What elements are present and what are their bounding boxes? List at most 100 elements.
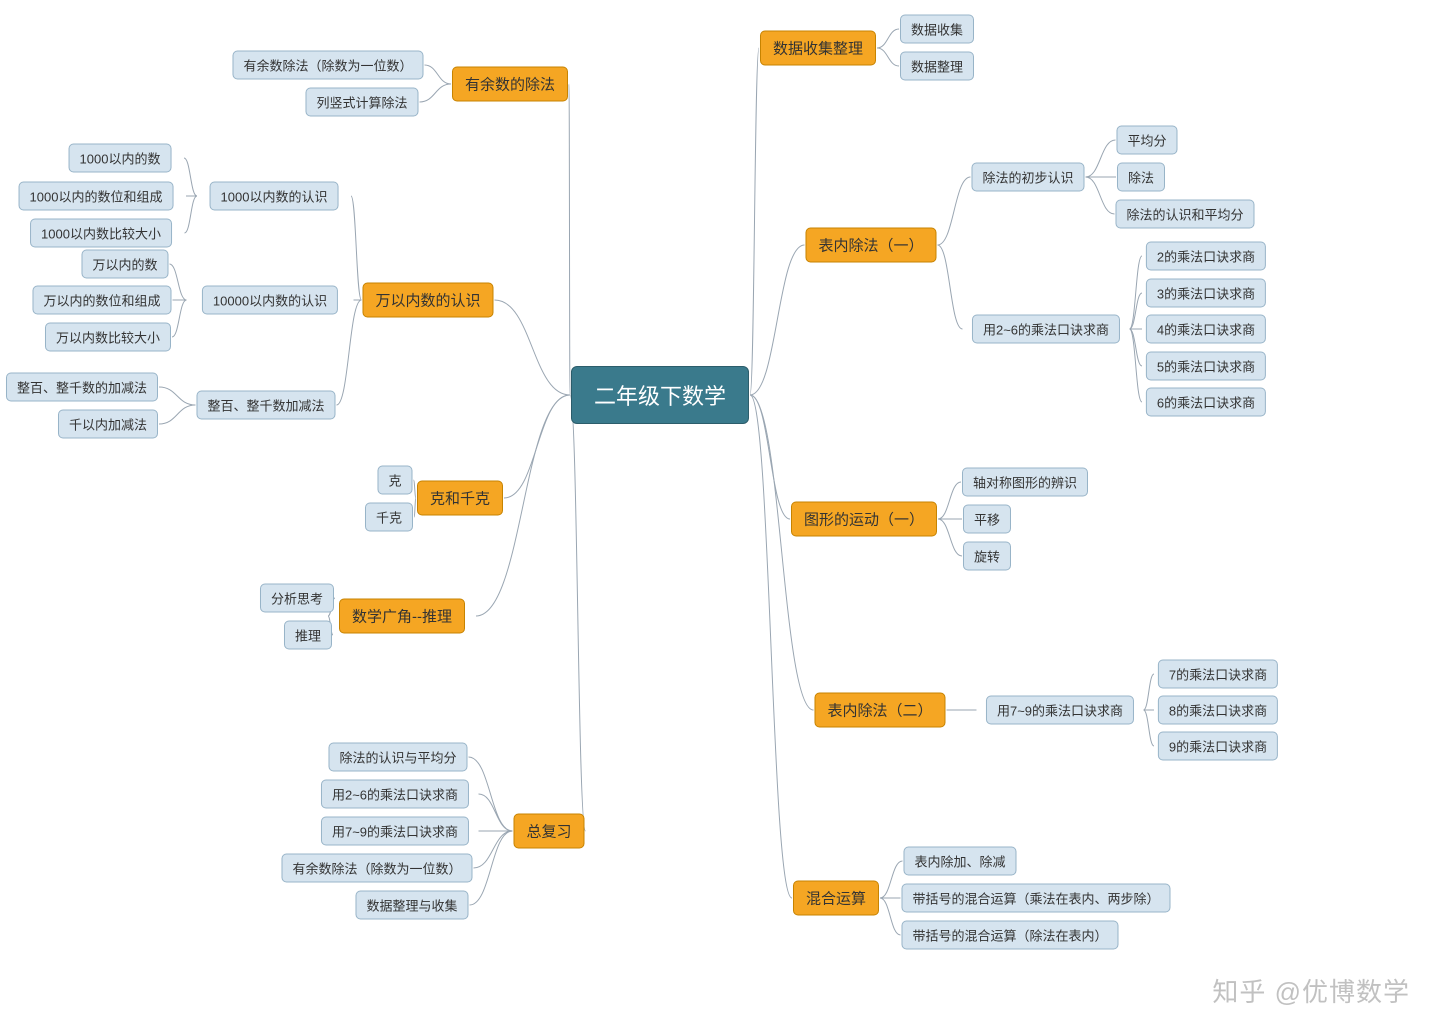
mindmap-edge	[938, 177, 971, 245]
node-label: 万以内数比较大小	[56, 331, 160, 346]
node-b3_2[interactable]: 千克	[365, 503, 413, 532]
node-r4a[interactable]: 用7~9的乘法口诀求商	[986, 696, 1134, 725]
node-r2[interactable]: 表内除法（一）	[805, 228, 936, 263]
node-label: 克和千克	[430, 491, 490, 508]
node-r2a_3[interactable]: 除法的认识和平均分	[1115, 200, 1254, 229]
mindmap-edge	[495, 300, 571, 395]
node-b2c[interactable]: 整百、整千数加减法	[196, 391, 335, 420]
mindmap-edge	[1086, 177, 1115, 214]
node-b2b[interactable]: 10000以内数的认识	[202, 286, 338, 315]
node-r2a_1[interactable]: 平均分	[1116, 126, 1177, 155]
node-label: 表内除法（一）	[818, 238, 923, 255]
node-label: 有余数除法（除数为一位数）	[243, 59, 412, 74]
node-b2a_1[interactable]: 1000以内的数	[69, 144, 172, 173]
node-b2c_1[interactable]: 整百、整千数的加减法	[6, 373, 158, 402]
mindmap-edge	[337, 300, 362, 405]
node-r3_1[interactable]: 轴对称图形的辨识	[962, 468, 1088, 497]
node-r3_2[interactable]: 平移	[963, 505, 1011, 534]
node-label: 万以内数的认识	[375, 293, 480, 310]
node-label: 除法	[1128, 171, 1154, 186]
mindmap-edge	[159, 405, 196, 424]
node-r1_1[interactable]: 数据收集	[900, 15, 974, 44]
mindmap-edges	[0, 0, 1440, 1027]
mindmap-edge	[880, 861, 903, 898]
mindmap-edge	[570, 395, 586, 831]
node-r5_1[interactable]: 表内除加、除减	[903, 847, 1016, 876]
node-b3_1[interactable]: 克	[377, 466, 412, 495]
node-label: 用2~6的乘法口诀求商	[332, 788, 458, 803]
node-label: 表内除加、除减	[914, 855, 1005, 870]
node-b5_3[interactable]: 用7~9的乘法口诀求商	[321, 817, 469, 846]
mindmap-edge	[877, 48, 899, 66]
node-r2b_5[interactable]: 6的乘法口诀求商	[1146, 388, 1266, 417]
node-b2b_1[interactable]: 万以内的数	[81, 250, 168, 279]
node-r3[interactable]: 图形的运动（一）	[791, 502, 937, 537]
node-r2b_4[interactable]: 5的乘法口诀求商	[1146, 352, 1266, 381]
node-label: 千以内加减法	[69, 418, 147, 433]
node-label: 二年级下数学	[594, 384, 726, 409]
node-b4_2[interactable]: 推理	[284, 621, 332, 650]
node-r5_2[interactable]: 带括号的混合运算（乘法在表内、两步除）	[901, 884, 1170, 913]
mindmap-edge	[750, 395, 790, 519]
node-label: 千克	[376, 511, 402, 526]
node-r4a_1[interactable]: 7的乘法口诀求商	[1158, 660, 1278, 689]
node-b5_4[interactable]: 有余数除法（除数为一位数）	[281, 854, 472, 883]
node-label: 平均分	[1127, 134, 1166, 149]
node-r1_2[interactable]: 数据整理	[900, 52, 974, 81]
node-b4_1[interactable]: 分析思考	[260, 584, 334, 613]
node-r2b_3[interactable]: 4的乘法口诀求商	[1146, 315, 1266, 344]
node-label: 5的乘法口诀求商	[1157, 360, 1255, 375]
node-r2a_2[interactable]: 除法	[1117, 163, 1165, 192]
node-label: 万以内的数位和组成	[43, 294, 160, 309]
node-label: 数据整理	[911, 60, 963, 75]
node-b2b_3[interactable]: 万以内数比较大小	[45, 323, 171, 352]
mindmap-edge	[750, 245, 805, 395]
node-label: 6的乘法口诀求商	[1157, 396, 1255, 411]
watermark-text: 知乎 @优博数学	[1212, 972, 1410, 1009]
node-r2b_2[interactable]: 3的乘法口诀求商	[1146, 279, 1266, 308]
node-label: 总复习	[526, 824, 571, 841]
node-b2a[interactable]: 1000以内数的认识	[210, 182, 339, 211]
mindmap-edge	[351, 196, 362, 300]
mindmap-edge	[469, 757, 513, 831]
node-b5_2[interactable]: 用2~6的乘法口诀求商	[321, 780, 469, 809]
node-b5_1[interactable]: 除法的认识与平均分	[328, 743, 467, 772]
node-b2[interactable]: 万以内数的认识	[362, 283, 493, 318]
node-label: 图形的运动（一）	[804, 512, 924, 529]
node-label: 8的乘法口诀求商	[1169, 704, 1267, 719]
node-label: 克	[388, 474, 401, 489]
node-root[interactable]: 二年级下数学	[571, 366, 749, 424]
node-r4[interactable]: 表内除法（二）	[814, 693, 945, 728]
node-b5_5[interactable]: 数据整理与收集	[355, 891, 468, 920]
node-b5[interactable]: 总复习	[513, 814, 584, 849]
node-r2b_1[interactable]: 2的乘法口诀求商	[1146, 242, 1266, 271]
node-r4a_3[interactable]: 9的乘法口诀求商	[1158, 732, 1278, 761]
node-r2a[interactable]: 除法的初步认识	[971, 163, 1084, 192]
node-label: 数学广角--推理	[352, 609, 452, 626]
mindmap-edge	[1144, 674, 1155, 710]
node-b1_1[interactable]: 有余数除法（除数为一位数）	[232, 51, 423, 80]
node-label: 表内除法（二）	[827, 703, 932, 720]
mindmap-edge	[938, 482, 961, 519]
mindmap-edge	[1130, 256, 1143, 329]
node-r5_3[interactable]: 带括号的混合运算（除法在表内）	[901, 921, 1118, 950]
node-b2b_2[interactable]: 万以内的数位和组成	[32, 286, 171, 315]
node-r3_3[interactable]: 旋转	[963, 542, 1011, 571]
node-r5[interactable]: 混合运算	[793, 881, 879, 916]
node-label: 除法的认识和平均分	[1126, 208, 1243, 223]
node-label: 平移	[974, 513, 1000, 528]
node-b2a_3[interactable]: 1000以内数比较大小	[30, 219, 172, 248]
node-b1_2[interactable]: 列竖式计算除法	[305, 88, 418, 117]
mindmap-edge	[750, 48, 759, 395]
node-b2a_2[interactable]: 1000以内的数位和组成	[19, 182, 174, 211]
node-r4a_2[interactable]: 8的乘法口诀求商	[1158, 696, 1278, 725]
node-r1[interactable]: 数据收集整理	[760, 31, 876, 66]
mindmap-edge	[172, 300, 187, 337]
node-label: 整百、整千数加减法	[207, 399, 324, 414]
node-b3[interactable]: 克和千克	[417, 481, 503, 516]
node-label: 分析思考	[271, 592, 323, 607]
node-r2b[interactable]: 用2~6的乘法口诀求商	[972, 315, 1120, 344]
node-b4[interactable]: 数学广角--推理	[339, 599, 465, 634]
node-b2c_2[interactable]: 千以内加减法	[58, 410, 158, 439]
node-b1[interactable]: 有余数的除法	[452, 67, 568, 102]
